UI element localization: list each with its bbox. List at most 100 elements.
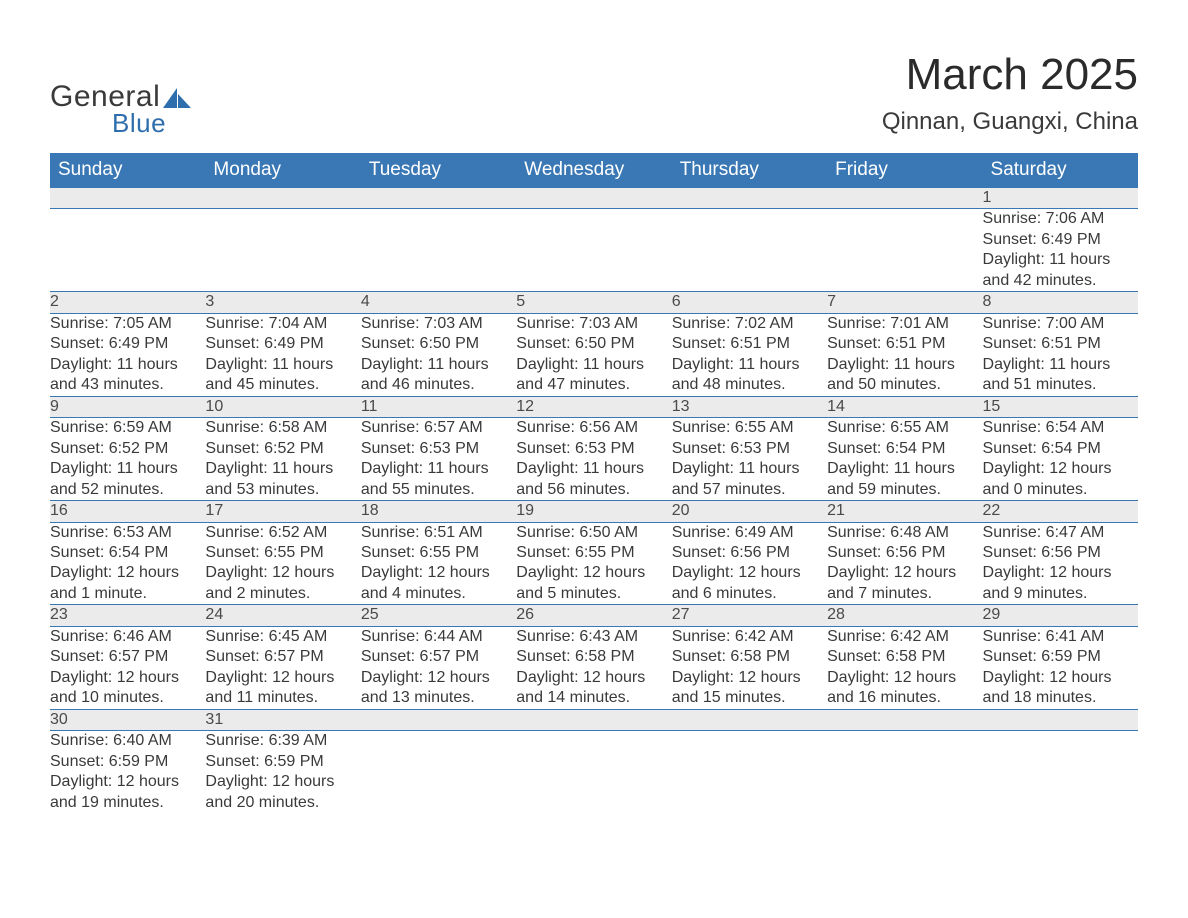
day-detail-cell: Sunrise: 7:01 AMSunset: 6:51 PMDaylight:…	[827, 313, 982, 396]
daylight-text: Daylight: 11 hours	[205, 355, 360, 375]
day-detail-cell: Sunrise: 6:49 AMSunset: 6:56 PMDaylight:…	[672, 522, 827, 605]
daylight-text: Daylight: 12 hours	[983, 563, 1138, 583]
sunset-text: Sunset: 6:54 PM	[50, 543, 205, 563]
sunrise-text: Sunrise: 7:02 AM	[672, 314, 827, 334]
day-detail-cell: Sunrise: 6:46 AMSunset: 6:57 PMDaylight:…	[50, 626, 205, 709]
day-number-cell	[827, 709, 982, 730]
weekday-header: Saturday	[983, 153, 1138, 188]
day-number-cell: 2	[50, 292, 205, 313]
daylight-text: Daylight: 12 hours	[827, 563, 982, 583]
day-detail-cell: Sunrise: 6:57 AMSunset: 6:53 PMDaylight:…	[361, 418, 516, 501]
day-number-cell: 11	[361, 396, 516, 417]
daylight-text: Daylight: 12 hours	[361, 563, 516, 583]
day-number-cell: 16	[50, 501, 205, 522]
daylight-text: Daylight: 12 hours	[672, 563, 827, 583]
day-detail-cell: Sunrise: 6:55 AMSunset: 6:54 PMDaylight:…	[827, 418, 982, 501]
day-number-cell: 7	[827, 292, 982, 313]
day-number-cell: 13	[672, 396, 827, 417]
header: General Blue March 2025 Qinnan, Guangxi,…	[50, 50, 1138, 139]
day-number-cell: 10	[205, 396, 360, 417]
day-number-cell: 17	[205, 501, 360, 522]
sunrise-text: Sunrise: 6:50 AM	[516, 523, 671, 543]
sunrise-text: Sunrise: 6:46 AM	[50, 627, 205, 647]
calendar-table: Sunday Monday Tuesday Wednesday Thursday…	[50, 153, 1138, 813]
page-title: March 2025	[882, 50, 1138, 100]
sunset-text: Sunset: 6:49 PM	[50, 334, 205, 354]
weekday-header: Thursday	[672, 153, 827, 188]
day-detail-cell: Sunrise: 6:58 AMSunset: 6:52 PMDaylight:…	[205, 418, 360, 501]
sunrise-text: Sunrise: 6:44 AM	[361, 627, 516, 647]
daylight-text: and 43 minutes.	[50, 375, 205, 395]
sunrise-text: Sunrise: 6:42 AM	[827, 627, 982, 647]
day-detail-cell: Sunrise: 6:52 AMSunset: 6:55 PMDaylight:…	[205, 522, 360, 605]
weekday-header: Friday	[827, 153, 982, 188]
sunset-text: Sunset: 6:59 PM	[983, 647, 1138, 667]
day-number-cell	[672, 709, 827, 730]
day-detail-row: Sunrise: 6:40 AMSunset: 6:59 PMDaylight:…	[50, 731, 1138, 813]
day-number-cell: 4	[361, 292, 516, 313]
sunrise-text: Sunrise: 7:03 AM	[361, 314, 516, 334]
sunset-text: Sunset: 6:55 PM	[516, 543, 671, 563]
sunset-text: Sunset: 6:54 PM	[983, 439, 1138, 459]
sunrise-text: Sunrise: 6:56 AM	[516, 418, 671, 438]
day-detail-cell: Sunrise: 6:54 AMSunset: 6:54 PMDaylight:…	[983, 418, 1138, 501]
daylight-text: and 45 minutes.	[205, 375, 360, 395]
day-detail-cell	[827, 731, 982, 813]
daylight-text: and 15 minutes.	[672, 688, 827, 708]
brand-sail-icon	[163, 88, 191, 108]
sunrise-text: Sunrise: 6:52 AM	[205, 523, 360, 543]
daylight-text: Daylight: 11 hours	[983, 355, 1138, 375]
sunrise-text: Sunrise: 6:58 AM	[205, 418, 360, 438]
sunset-text: Sunset: 6:53 PM	[672, 439, 827, 459]
sunset-text: Sunset: 6:56 PM	[983, 543, 1138, 563]
sunset-text: Sunset: 6:49 PM	[983, 230, 1138, 250]
brand-word2: Blue	[112, 108, 191, 139]
sunset-text: Sunset: 6:57 PM	[361, 647, 516, 667]
sunset-text: Sunset: 6:55 PM	[205, 543, 360, 563]
daylight-text: Daylight: 11 hours	[983, 250, 1138, 270]
sunrise-text: Sunrise: 7:06 AM	[983, 209, 1138, 229]
day-detail-cell: Sunrise: 6:55 AMSunset: 6:53 PMDaylight:…	[672, 418, 827, 501]
day-number-cell: 23	[50, 605, 205, 626]
day-number-cell: 12	[516, 396, 671, 417]
daylight-text: and 57 minutes.	[672, 480, 827, 500]
daylight-text: and 5 minutes.	[516, 584, 671, 604]
daylight-text: Daylight: 11 hours	[50, 459, 205, 479]
sunset-text: Sunset: 6:53 PM	[516, 439, 671, 459]
day-detail-cell	[672, 209, 827, 292]
day-detail-cell	[516, 731, 671, 813]
daylight-text: and 48 minutes.	[672, 375, 827, 395]
day-detail-cell: Sunrise: 6:42 AMSunset: 6:58 PMDaylight:…	[827, 626, 982, 709]
day-number-cell: 27	[672, 605, 827, 626]
sunrise-text: Sunrise: 6:48 AM	[827, 523, 982, 543]
sunrise-text: Sunrise: 6:53 AM	[50, 523, 205, 543]
day-number-cell: 9	[50, 396, 205, 417]
sunrise-text: Sunrise: 6:57 AM	[361, 418, 516, 438]
daylight-text: and 0 minutes.	[983, 480, 1138, 500]
daylight-text: Daylight: 12 hours	[516, 668, 671, 688]
day-number-cell: 1	[983, 188, 1138, 209]
daylight-text: Daylight: 11 hours	[672, 355, 827, 375]
day-detail-cell: Sunrise: 6:53 AMSunset: 6:54 PMDaylight:…	[50, 522, 205, 605]
brand-logo: General Blue	[50, 80, 191, 139]
day-number-cell: 24	[205, 605, 360, 626]
sunset-text: Sunset: 6:49 PM	[205, 334, 360, 354]
sunrise-text: Sunrise: 6:47 AM	[983, 523, 1138, 543]
day-number-cell: 30	[50, 709, 205, 730]
daylight-text: and 46 minutes.	[361, 375, 516, 395]
weekday-header: Tuesday	[361, 153, 516, 188]
sunset-text: Sunset: 6:51 PM	[672, 334, 827, 354]
day-detail-cell: Sunrise: 6:39 AMSunset: 6:59 PMDaylight:…	[205, 731, 360, 813]
day-detail-row: Sunrise: 6:46 AMSunset: 6:57 PMDaylight:…	[50, 626, 1138, 709]
day-detail-cell: Sunrise: 6:56 AMSunset: 6:53 PMDaylight:…	[516, 418, 671, 501]
sunrise-text: Sunrise: 7:05 AM	[50, 314, 205, 334]
daylight-text: and 7 minutes.	[827, 584, 982, 604]
day-number-cell	[361, 709, 516, 730]
sunrise-text: Sunrise: 7:00 AM	[983, 314, 1138, 334]
daylight-text: and 10 minutes.	[50, 688, 205, 708]
day-number-row: 1	[50, 188, 1138, 209]
daylight-text: and 51 minutes.	[983, 375, 1138, 395]
daylight-text: Daylight: 12 hours	[50, 668, 205, 688]
daylight-text: Daylight: 12 hours	[205, 668, 360, 688]
page: General Blue March 2025 Qinnan, Guangxi,…	[0, 0, 1188, 918]
